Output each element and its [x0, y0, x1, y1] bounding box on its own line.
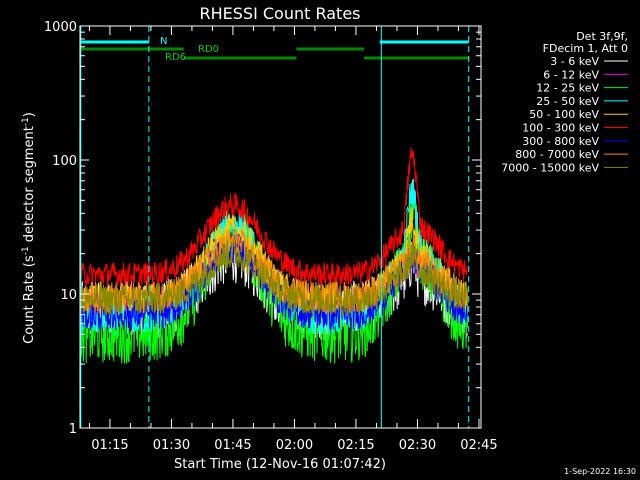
y-axis-label-sup2: -1 — [21, 117, 31, 126]
y-tick-label-2: 100 — [52, 154, 77, 169]
legend-label-6: 300 - 800 keV — [522, 135, 599, 148]
legend-label-4: 50 - 100 keV — [529, 108, 599, 121]
data-layer: N RD0 RD6 — [80, 26, 470, 428]
legend-header-2: FDecim 1, Att 0 — [543, 42, 628, 55]
state-bar-label-RD0: RD0 — [198, 44, 219, 55]
legend-label-3: 25 - 50 keV — [536, 95, 599, 108]
x-tick-label-3: 02:00 — [276, 438, 313, 453]
footer-timestamp: 1-Sep-2022 16:30 — [564, 467, 636, 476]
y-tick-label-3: 1000 — [44, 20, 77, 35]
legend-label-2: 12 - 25 keV — [536, 82, 599, 95]
y-axis-label-mid: detector segment — [22, 126, 37, 246]
x-tick-label-6: 02:45 — [460, 438, 497, 453]
chart-title: RHESSI Count Rates — [200, 4, 361, 23]
x-tick-label-4: 02:15 — [337, 438, 374, 453]
y-axis-label-sup: -1 — [21, 246, 31, 255]
legend-label-8: 7000 - 15000 keV — [501, 161, 599, 174]
axes-layer: 1 10 100 1000 01:15 01:30 01:45 02:00 02:15 02:30… — [44, 20, 498, 453]
y-tick-label-1: 10 — [60, 288, 77, 303]
x-tick-label-0: 01:15 — [91, 438, 128, 453]
x-tick-label-1: 01:30 — [153, 438, 190, 453]
x-tick-label-5: 02:30 — [399, 438, 436, 453]
y-axis-label-main: Count Rate (s — [22, 255, 37, 344]
series-line-5 — [80, 147, 468, 287]
series-line-8 — [80, 238, 469, 317]
plot-frame — [79, 25, 482, 429]
state-bar-label-RD6: RD6 — [165, 52, 186, 63]
legend-label-0: 3 - 6 keV — [550, 55, 599, 68]
state-bar-label-N: N — [160, 36, 167, 47]
y-axis-label: Count Rate (s-1 detector segment-1) — [21, 112, 37, 344]
x-tick-label-2: 01:45 — [214, 438, 251, 453]
legend-header-1: Det 3f,9f, — [576, 30, 628, 43]
y-tick-label-0: 1 — [69, 422, 77, 437]
x-axis-label: Start Time (12-Nov-16 01:07:42) — [174, 457, 386, 472]
legend-label-5: 100 - 300 keV — [522, 122, 599, 135]
y-axis-label-end: ) — [22, 112, 37, 117]
legend-label-1: 6 - 12 keV — [543, 68, 599, 81]
legend-label-7: 800 - 7000 keV — [515, 148, 599, 161]
